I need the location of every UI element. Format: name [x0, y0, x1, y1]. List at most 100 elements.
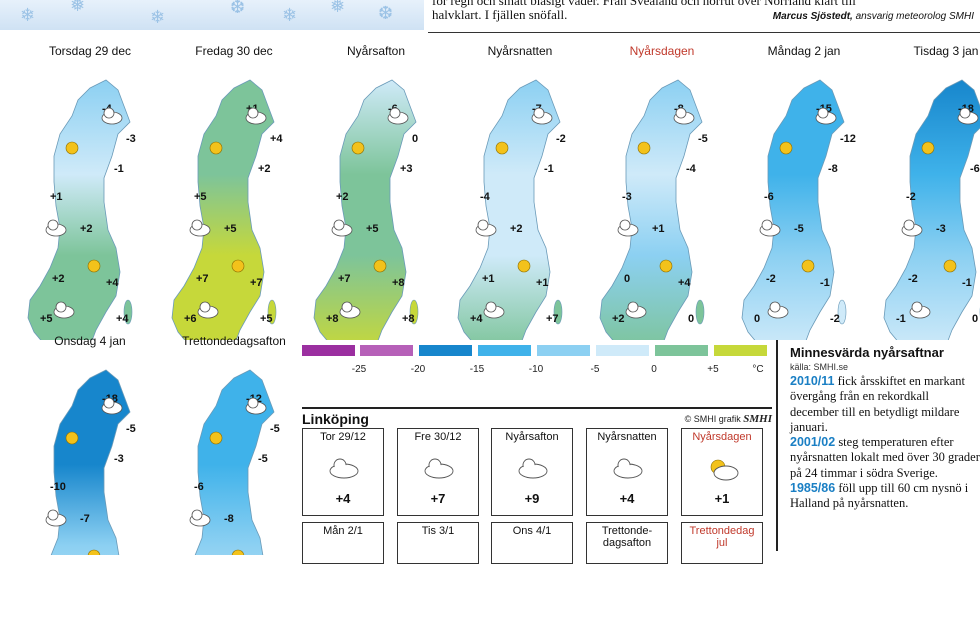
card-label: Trettondedag	[689, 525, 755, 537]
cloud-icon	[45, 509, 67, 527]
map-temperature: -4	[480, 191, 491, 203]
map-temperature: +7	[196, 273, 209, 285]
quote-signature: Marcus Sjöstedt, ansvarig meteorolog SMH…	[773, 10, 974, 24]
sun-icon	[209, 141, 223, 155]
forecast-card: Fre 30/12 +7	[397, 428, 479, 516]
map-temperature: +5	[224, 223, 237, 235]
cloud-icon	[329, 458, 359, 479]
cloud-icon	[331, 219, 353, 237]
map-temperature: +8	[392, 277, 405, 289]
cloud-icon	[387, 107, 409, 125]
memorable-entry: 2010/11 fick årsskiftet en markant överg…	[790, 374, 980, 435]
forecast-card: Nyårsafton +9	[491, 428, 573, 516]
entry-year: 2010/11	[790, 374, 835, 388]
snowflake-icon: ❄	[282, 5, 298, 25]
sun-icon	[209, 431, 223, 445]
legend-label: -5	[590, 364, 600, 375]
linkoping-title: Linköping	[302, 411, 369, 427]
credit-text: © SMHI grafik	[684, 414, 741, 424]
map-temperature: +2	[510, 223, 523, 235]
legend-label: -25	[351, 364, 367, 375]
map-title: Torsdag 29 dec	[48, 44, 132, 58]
entry-year: 1985/86	[790, 481, 836, 496]
sun-icon	[351, 141, 365, 155]
meteorologist-quote: för regn och smått blåsigt väder. Från S…	[432, 0, 976, 32]
snowflake-banner: ❄ ❅ ❄ ❆ ❄ ❅ ❆	[0, 0, 424, 30]
card-label: Ons 4/1	[512, 525, 552, 537]
map-temperature: 0	[688, 313, 694, 325]
card-label: Nyårsafton	[505, 431, 559, 443]
sun-cloud-icon	[710, 459, 739, 481]
cloud-icon	[901, 219, 923, 237]
entry-text: föll upp till 60 cm nysnö i Halland på n…	[790, 481, 969, 511]
cloud-icon	[45, 219, 67, 237]
sun-icon	[495, 141, 509, 155]
cloud-icon	[759, 219, 781, 237]
legend-label: °C	[752, 364, 764, 375]
map-temperature: +2	[336, 191, 349, 203]
sweden-map-icon: -18-15-6-2-3-2-1-10-2	[883, 79, 980, 340]
sweden-map-icon: -15-12-8-6-5-2-10-2+2	[741, 79, 856, 340]
sun-icon	[65, 431, 79, 445]
map-temperature: +4	[470, 313, 483, 325]
cloud-icon	[189, 219, 211, 237]
card-label: Fre 30/12	[414, 431, 462, 443]
entry-text: fick årsskiftet en markant övergång från…	[790, 374, 966, 434]
cloud-icon	[245, 107, 267, 125]
sun-icon	[65, 141, 79, 155]
forecast-map: Nyårsdagen-8-5-4-3+10+4+20+5	[592, 44, 732, 340]
legend-swatch	[714, 345, 767, 356]
sweden-map-icon: -12-5-5-6-8-2-7-1	[189, 369, 280, 555]
card-label: Tis 3/1	[421, 525, 455, 537]
panel-body: 2010/11 fick årsskiftet en markant överg…	[790, 374, 980, 512]
card-temperature: +4	[619, 491, 635, 506]
entry-text: steg temperaturen efter nyårsnatten loka…	[790, 435, 980, 480]
sweden-map-icon: +1+4+2+5+5+7+7+6+5+6	[171, 79, 283, 340]
map-temperature: +2	[612, 313, 625, 325]
card-label-line2: jul	[716, 537, 728, 549]
map-temperature: 0	[972, 313, 978, 325]
card-label: Nyårsnatten	[597, 431, 657, 443]
card-temperature: +9	[524, 491, 540, 506]
map-temperature: +1	[50, 191, 63, 203]
map-temperature: -3	[126, 133, 136, 145]
map-temperature: -4	[686, 163, 697, 175]
map-temperature: +8	[402, 313, 415, 325]
map-title: Nyårsdagen	[629, 44, 695, 58]
map-temperature: +4	[678, 277, 691, 289]
map-temperature: -10	[50, 481, 66, 493]
quote-line-2: halvklart. I fjällen snöfall.	[432, 7, 568, 22]
panel-source: källa: SMHI.se	[790, 362, 849, 372]
sun-icon	[87, 259, 101, 273]
signature-role: ansvarig meteorolog SMHI	[855, 11, 974, 22]
map-temperature: -1	[114, 163, 124, 175]
legend-label: -20	[410, 364, 426, 375]
map-temperature: -2	[766, 273, 776, 285]
legend-swatch	[360, 345, 413, 356]
map-temperature: -7	[80, 513, 90, 525]
map-temperature: -6	[194, 481, 204, 493]
map-temperature: -2	[906, 191, 916, 203]
map-temperature: -6	[764, 191, 774, 203]
forecast-map: Nyårsafton-60+3+2+5+7+8+8+8+7	[306, 44, 446, 340]
forecast-map: Måndag 2 jan-15-12-8-6-5-2-10-2+2	[734, 44, 874, 340]
legend-label: +5	[707, 364, 719, 375]
quote-line-1: för regn och smått blåsigt väder. Från S…	[432, 0, 856, 8]
cloud-icon	[613, 458, 643, 479]
sun-icon	[943, 259, 957, 273]
map-temperature: -5	[258, 453, 268, 465]
map-temperature: -3	[622, 191, 632, 203]
map-temperature: 0	[624, 273, 630, 285]
map-temperature: +7	[338, 273, 351, 285]
map-temperature: -1	[896, 313, 906, 325]
map-temperature: +1	[536, 277, 549, 289]
card-temperature: +1	[714, 491, 730, 506]
legend-swatch	[478, 345, 531, 356]
sweden-map-icon: -7-2-1-4+2+1+1+4+7+5	[457, 79, 566, 340]
forecast-card: Mån 2/1	[302, 522, 384, 564]
legend-label: 0	[651, 364, 657, 375]
card-label: Nyårsdagen	[692, 431, 752, 443]
forecast-card: Ons 4/1	[491, 522, 573, 564]
forecast-map: Fredag 30 dec+1+4+2+5+5+7+7+6+5+6	[164, 44, 304, 340]
map-title: Nyårsnatten	[487, 44, 553, 58]
